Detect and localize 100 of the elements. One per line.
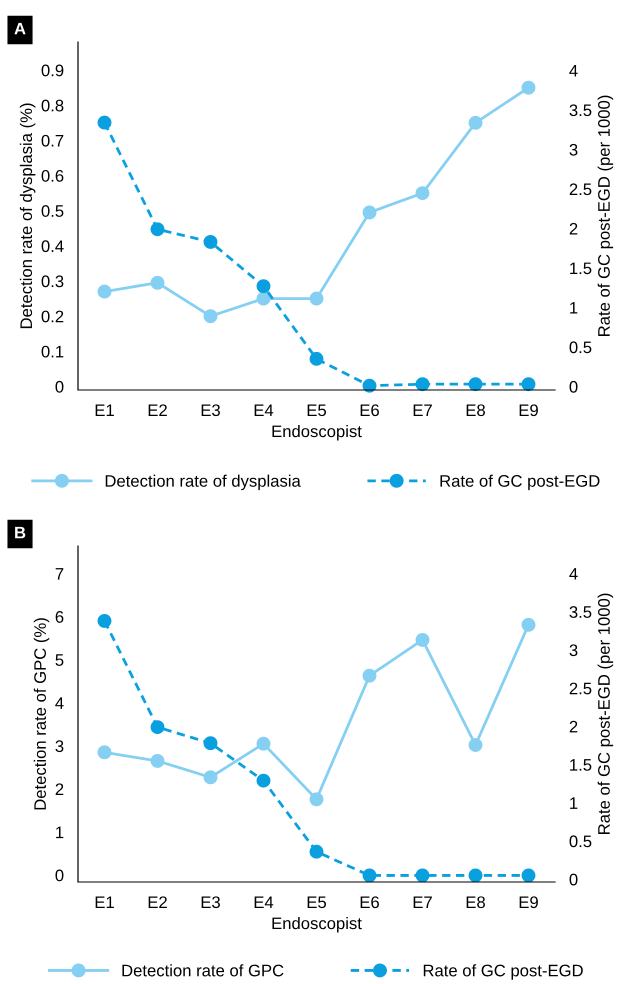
point [416,632,430,647]
point [204,309,218,324]
y2-tick-label: 0 [570,380,578,393]
x-tick-label: E2 [148,896,167,908]
point [310,292,324,306]
y-tick-label: 0.7 [42,134,64,147]
point [150,754,164,768]
y-tick-label: 0 [55,380,64,393]
x-tick-label: E6 [360,404,379,416]
point [98,284,112,299]
y-tick-label: 6 [56,611,64,623]
y2-tick-label: 2.5 [570,682,592,694]
legend-label: Detection rate of GPC [122,964,284,976]
x-tick-label: E5 [308,404,326,416]
x-tick-label: E4 [254,404,274,416]
point [362,868,376,882]
y-tick-label: 5 [56,654,64,666]
y2-tick-label: 2 [570,720,578,732]
point [416,186,430,200]
x-tick-label: E6 [360,896,379,908]
chart-title: A [14,22,26,34]
point [468,377,482,392]
legend-label: Detection rate of dysplasia [106,474,301,490]
point [522,868,536,882]
x-tick-label: E2 [148,404,167,416]
chart-title: B [15,526,26,538]
y-tick-label: 0.9 [42,64,64,76]
y-tick-label: 0.4 [42,240,64,252]
y-tick-label: 0.6 [42,170,64,182]
y2-tick-label: 1.5 [570,759,592,771]
x-tick-label: E8 [466,404,485,416]
y-tick-label: 0.3 [42,275,64,288]
y2-tick-label: 3.5 [570,606,592,618]
point [522,80,536,95]
point [256,736,270,751]
y-tick-label: 0.5 [42,205,64,217]
x-tick-label: E5 [308,896,326,908]
x-tick-label: E1 [96,404,114,416]
x-tick-label: E8 [466,896,485,908]
x-tick-label: E3 [202,404,220,416]
y2-tick-label: 3.5 [570,104,592,116]
x-tick-label: E9 [520,896,538,908]
point [204,770,218,784]
point [150,720,164,734]
x-tick-label: E7 [414,896,432,908]
y2-tick-label: 1 [570,797,578,809]
point [310,792,324,806]
y2-tick-label: 1 [570,302,578,314]
point [310,844,324,859]
point [362,206,376,220]
y-axis-title: Detection rate of dysplasia (%) [20,104,36,328]
x-axis-title: Endoscopist [272,916,362,933]
point [362,378,376,393]
y-tick-label: 0.8 [42,100,64,112]
x-tick-label: E3 [202,896,220,908]
point [204,736,218,750]
y-tick-label: 0.2 [42,310,64,322]
point [256,279,270,294]
y2-tick-label: 1.5 [570,262,592,274]
x-tick-label: E9 [520,404,538,416]
y2-tick-label: 0 [570,874,578,886]
y-tick-label: 7 [56,568,64,580]
y2-tick-label: 4 [569,65,578,76]
point [150,222,164,236]
y2-tick-label: 3 [570,144,578,156]
x-tick-label: E7 [414,404,432,416]
y2-axis-title: Rate of GC post-EGD (per 1000) [598,594,614,834]
y-tick-label: 1 [56,826,64,838]
point [416,377,430,392]
point [310,352,324,366]
y-tick-label: 0 [55,870,64,882]
y2-tick-label: 0.5 [570,835,592,848]
y2-tick-label: 2 [570,222,578,235]
point [98,745,112,760]
point [98,116,112,130]
x-tick-label: E4 [254,896,274,908]
y2-tick-label: 2.5 [570,183,592,196]
point [256,774,270,788]
point [98,614,112,628]
legend-label: Rate of GC post-EGD [440,474,600,490]
y-tick-label: 0.1 [42,346,64,358]
y2-tick-label: 3 [570,644,578,656]
x-axis-title: Endoscopist [272,424,362,441]
point [416,868,430,882]
point [362,668,376,683]
x-tick-label: E1 [96,896,114,908]
y2-tick-label: 4 [569,568,578,580]
y2-tick-label: 0.5 [570,341,592,354]
y2-axis-title: Rate of GC post-EGD (per 1000) [598,96,614,336]
y-axis-title: Detection rate of GPC (%) [34,618,50,810]
point [468,738,482,752]
y-tick-label: 2 [56,783,64,795]
point [522,377,536,392]
point [204,234,218,249]
point [256,292,270,306]
legend-label: Rate of GC post-EGD [424,964,583,980]
y-tick-label: 4 [55,697,64,709]
point [468,868,482,882]
point [468,116,482,130]
point [150,276,164,290]
